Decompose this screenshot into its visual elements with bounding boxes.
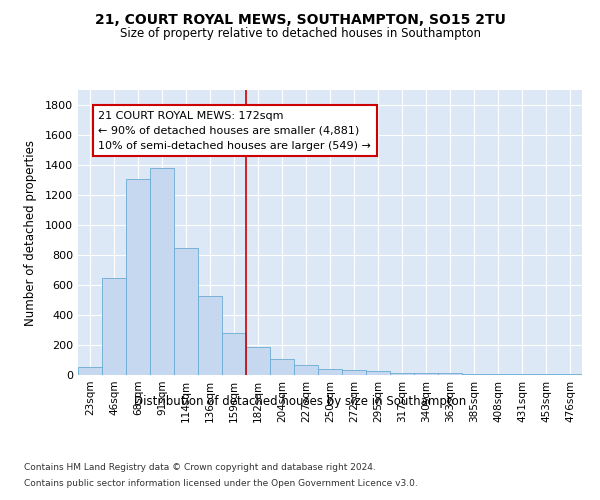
Text: Distribution of detached houses by size in Southampton: Distribution of detached houses by size … (134, 395, 466, 408)
Bar (462, 374, 486, 375)
Bar (558, 374, 582, 375)
Bar (390, 373, 414, 375)
Bar (318, 369, 342, 375)
Bar (102, 278, 126, 375)
Bar (150, 168, 174, 375)
Bar (246, 347, 270, 375)
Bar (174, 248, 198, 375)
Bar (510, 374, 534, 375)
Bar (270, 359, 294, 375)
Text: Contains HM Land Registry data © Crown copyright and database right 2024.: Contains HM Land Registry data © Crown c… (24, 464, 376, 472)
Bar (366, 371, 390, 375)
Bar (534, 374, 558, 375)
Text: 21 COURT ROYAL MEWS: 172sqm
← 90% of detached houses are smaller (4,881)
10% of : 21 COURT ROYAL MEWS: 172sqm ← 90% of det… (98, 111, 371, 150)
Bar (414, 373, 438, 375)
Bar (342, 370, 366, 375)
Bar (198, 296, 222, 375)
Bar (438, 373, 462, 375)
Text: Contains public sector information licensed under the Open Government Licence v3: Contains public sector information licen… (24, 478, 418, 488)
Text: 21, COURT ROYAL MEWS, SOUTHAMPTON, SO15 2TU: 21, COURT ROYAL MEWS, SOUTHAMPTON, SO15 … (95, 12, 505, 26)
Bar (126, 178, 150, 375)
Text: Size of property relative to detached houses in Southampton: Size of property relative to detached ho… (119, 28, 481, 40)
Bar (78, 367, 102, 375)
Bar (294, 364, 318, 375)
Bar (222, 333, 246, 375)
Bar (486, 374, 510, 375)
Y-axis label: Number of detached properties: Number of detached properties (23, 140, 37, 326)
